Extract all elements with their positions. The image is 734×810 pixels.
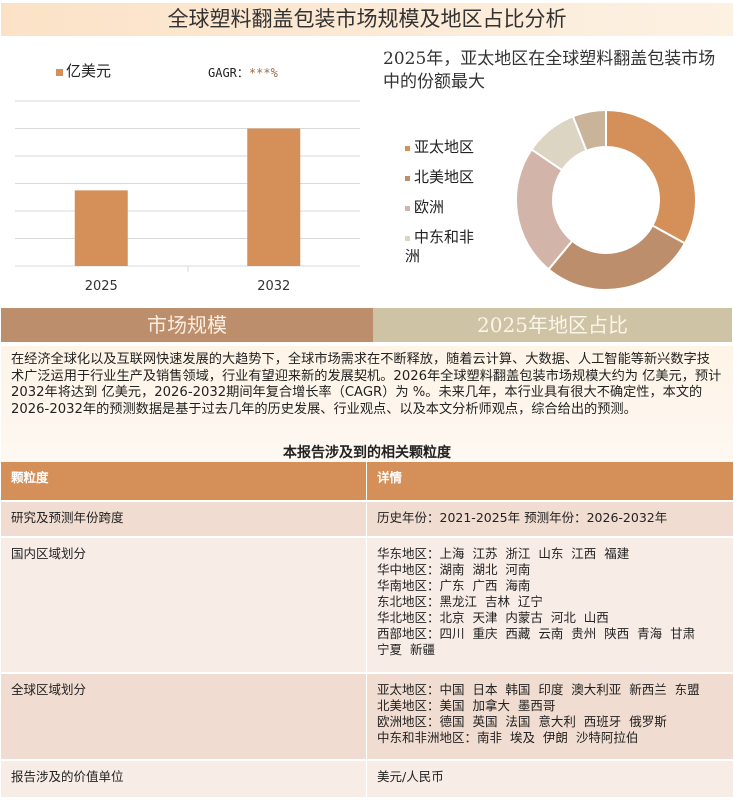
donut-slice-亚太地区	[605, 108, 697, 245]
table-row: 报告涉及的价值单位 美元/人民币	[1, 761, 733, 799]
legend-swatch	[405, 175, 410, 181]
bar-2025	[74, 190, 128, 266]
detail-line: 东北地区：黑龙江 吉林 辽宁	[377, 594, 543, 609]
legend-swatch	[405, 205, 410, 211]
detail-line: 北美地区：美国 加拿大 墨西哥	[377, 698, 556, 713]
detail-line: 美元/人民币	[377, 769, 444, 784]
row-details: 亚太地区：中国 日本 韩国 印度 澳大利亚 新西兰 东盟 北美地区：美国 加拿大 …	[367, 674, 733, 759]
donut-slice-北美地区	[547, 224, 687, 291]
page-title: 全球塑料翻盖包装市场规模及地区占比分析	[1, 3, 733, 36]
detail-line: 亚太地区：中国 日本 韩国 印度 澳大利亚 新西兰 东盟	[377, 682, 700, 697]
row-details: 历史年份：2021-2025年 预测年份：2026-2032年	[367, 502, 733, 536]
cagr-label: GAGR：	[208, 66, 249, 80]
row-label: 报告涉及的价值单位	[1, 761, 367, 797]
bar-legend: 亿美元	[56, 60, 111, 81]
table-row: 研究及预测年份跨度 历史年份：2021-2025年 预测年份：2026-2032年	[1, 502, 733, 538]
tab-market-size[interactable]: 市场规模	[1, 308, 373, 342]
bar-chart: 2025 2032	[15, 100, 360, 294]
tab-region-share[interactable]: 2025年地区占比	[373, 308, 732, 342]
bar-legend-label: 亿美元	[66, 62, 112, 80]
cagr-value: ***%	[248, 66, 278, 80]
table-header: 颗粒度 详情	[1, 462, 733, 502]
detail-line: 历史年份：2021-2025年 预测年份：2026-2032年	[377, 510, 668, 525]
detail-line: 西部地区：四川 重庆 西藏 云南 贵州 陕西 青海 甘肃	[377, 626, 696, 641]
x-tick-label: 2032	[257, 279, 290, 294]
legend-swatch	[56, 68, 63, 76]
detail-line: 华东地区：上海 江苏 浙江 山东 江西 福建	[377, 546, 630, 561]
legend-swatch	[405, 235, 410, 241]
bar-2032	[247, 128, 301, 266]
legend-item: 北美地区	[405, 168, 480, 187]
table-row: 国内区域划分 华东地区：上海 江苏 浙江 山东 江西 福建 华中地区：湖南 湖北 河…	[1, 538, 733, 674]
detail-line: 华中地区：湖南 湖北 河南	[377, 562, 531, 577]
legend-swatch	[405, 145, 410, 151]
detail-line: 宁夏 新疆	[377, 642, 435, 657]
legend-label: 亚太地区	[414, 138, 475, 156]
granularity-table: 颗粒度 详情 研究及预测年份跨度 历史年份：2021-2025年 预测年份：202…	[1, 462, 733, 799]
legend-label: 北美地区	[414, 168, 475, 186]
row-details: 美元/人民币	[367, 761, 733, 797]
detail-line: 欧洲地区：德国 英国 法国 意大利 西班牙 俄罗斯	[377, 714, 667, 729]
table-title: 本报告涉及到的相关颗粒度	[283, 445, 451, 461]
detail-line: 中东和非洲地区：南非 埃及 伊朗 沙特阿拉伯	[377, 730, 639, 745]
donut-slice-other	[571, 108, 607, 153]
row-details: 华东地区：上海 江苏 浙江 山东 江西 福建 华中地区：湖南 湖北 河南 华南地区：…	[367, 538, 733, 672]
description: 在经济全球化以及互联网快速发展的大趋势下，全球市场需求在不断释放，随着云计算、大…	[1, 346, 733, 462]
x-tick-label: 2025	[85, 279, 118, 294]
row-label: 国内区域划分	[1, 538, 367, 672]
header-granularity: 颗粒度	[1, 462, 367, 500]
legend-label: 中东和非洲	[405, 228, 475, 265]
header-details: 详情	[377, 470, 403, 485]
legend-item: 中东和非洲	[405, 228, 480, 266]
legend-item: 欧洲	[405, 198, 480, 217]
row-label: 全球区域划分	[1, 674, 367, 759]
row-label: 研究及预测年份跨度	[1, 502, 367, 536]
detail-line: 华北地区：北京 天津 内蒙古 河北 山西	[377, 610, 609, 625]
cagr-text: GAGR：***%	[208, 64, 278, 81]
legend-item: 亚太地区	[405, 138, 480, 157]
detail-line: 华南地区：广东 广西 海南	[377, 578, 531, 593]
donut-chart	[515, 108, 697, 291]
table-row: 全球区域划分 亚太地区：中国 日本 韩国 印度 澳大利亚 新西兰 东盟 北美地区：美…	[1, 674, 733, 761]
pie-title: 2025年，亚太地区在全球塑料翻盖包装市场中的份额最大	[383, 49, 716, 92]
legend-label: 欧洲	[414, 198, 445, 216]
